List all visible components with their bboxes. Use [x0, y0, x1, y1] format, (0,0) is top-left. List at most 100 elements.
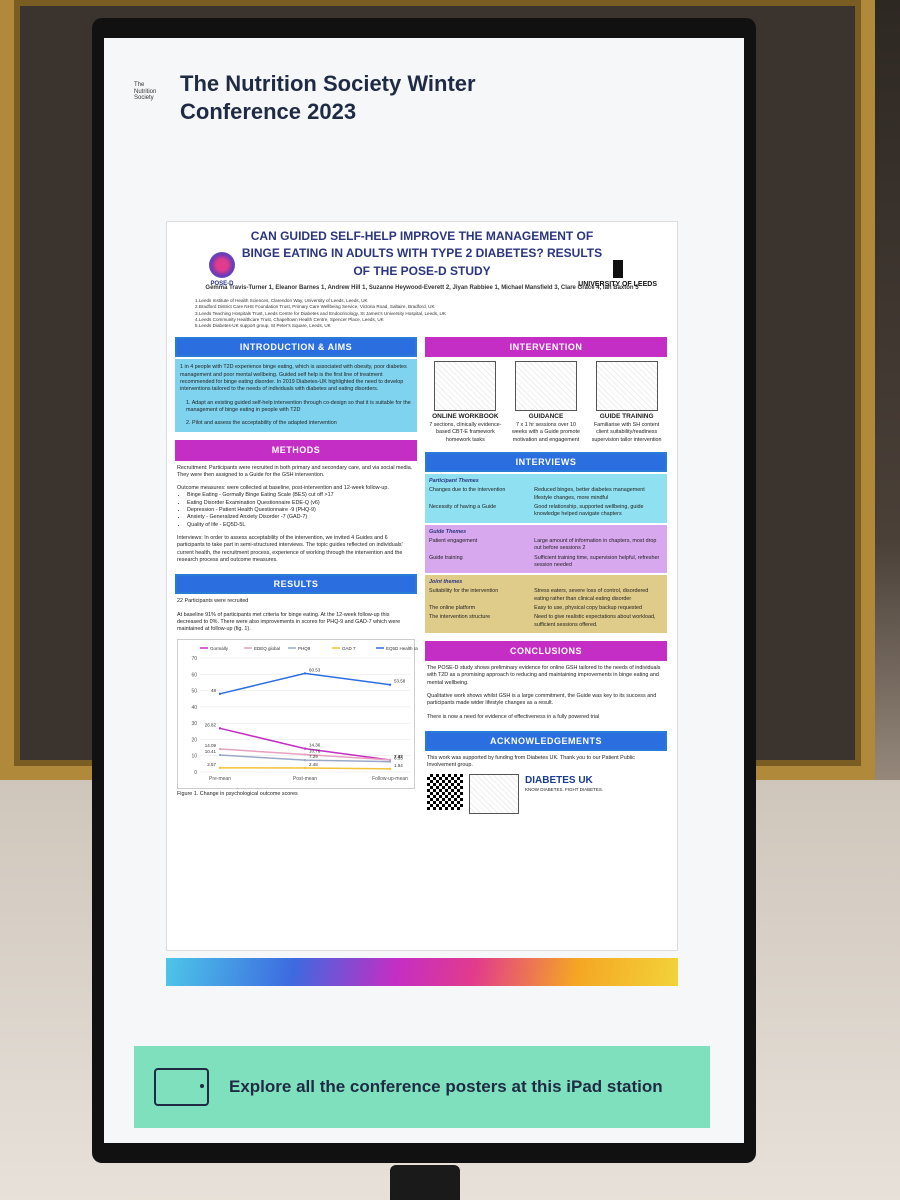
x-tick-label: Follow-up-mean — [372, 776, 408, 782]
y-tick-label: 60 — [191, 673, 197, 679]
conclusions-p1: The POSE-D study shows preliminary evide… — [427, 665, 661, 686]
display-screen: The Nutrition Society The Nutrition Soci… — [104, 38, 744, 1143]
guide-themes: Guide Themes Patient engagement Large am… — [425, 524, 667, 574]
results-p1: 22 Participants were recruited — [177, 598, 249, 605]
y-tick-label: 50 — [191, 689, 197, 695]
list-item: Binge Eating - Gormally Binge Eating Sca… — [187, 492, 415, 499]
y-tick-label: 0 — [194, 770, 197, 776]
poster[interactable]: POSE-D UNIVERSITY OF LEEDS CAN GUIDED SE… — [166, 221, 678, 951]
affiliation: 4.Leeds Community Healthcare Trust, Chap… — [195, 316, 384, 322]
aim-1: 1. Adapt an existing guided self-help in… — [186, 399, 411, 413]
data-point — [303, 759, 307, 762]
data-point — [303, 753, 307, 757]
data-point — [303, 672, 307, 676]
data-point — [388, 759, 392, 762]
conclusions-box: The POSE-D study shows preliminary evide… — [425, 661, 667, 725]
theme-value: Large amount of information in chapters,… — [534, 537, 657, 552]
theme-key: The online platform — [429, 605, 476, 611]
data-label: 10.76 — [309, 749, 321, 754]
y-tick-label: 10 — [191, 754, 197, 760]
outcomes-list: Binge Eating - Gormally Binge Eating Sca… — [177, 492, 415, 528]
diabetes-uk-logo: DIABETES UK KNOW DIABETES. FIGHT DIABETE… — [525, 774, 603, 814]
leeds-label: UNIVERSITY OF LEEDS — [578, 281, 657, 288]
data-label: 14.36 — [309, 743, 321, 748]
legend-label: PHQ9 — [298, 646, 311, 651]
poster-authors: Gemma Travis-Turner 1, Eleanor Barnes 1,… — [205, 285, 639, 292]
intervention-desc: 7 sections, clinically evidence-based CB… — [429, 422, 502, 443]
theme-key: Patient engagement — [429, 537, 478, 544]
intervention-desc: 7 x 1 hr sessions over 10 weeks with a G… — [511, 422, 580, 443]
data-label: 7.37 — [394, 754, 403, 759]
intro-body: 1 in 4 people with T2D experience binge … — [180, 364, 407, 393]
data-label: 2.48 — [309, 762, 318, 767]
acknowledgements-box: This work was supported by funding from … — [425, 751, 667, 818]
theme-key: Changes due to the intervention — [429, 487, 506, 494]
ipad-station-banner[interactable]: Explore all the conference posters at th… — [134, 1046, 710, 1128]
methods-box: Recruitment: Participants were recruited… — [175, 461, 417, 569]
legend-label: EDEQ global — [254, 646, 280, 651]
intervention-heading: INTERVENTION — [425, 337, 667, 358]
theme-value: Need to give realistic expectations abou… — [534, 614, 656, 628]
pose-d-icon — [209, 252, 235, 278]
intro-box: 1 in 4 people with T2D experience binge … — [175, 359, 417, 433]
x-tick-label: Pre-mean — [209, 776, 231, 782]
intervention-label: GUIDANCE — [528, 413, 564, 421]
data-label: 2.57 — [207, 762, 216, 767]
methods-recruitment: Recruitment: Participants were recruited… — [177, 464, 413, 478]
results-box: 22 Participants were recruited At baseli… — [175, 594, 426, 802]
x-tick-label: Post-mean — [293, 776, 317, 782]
conference-title: The Nutrition Society Winter Conference … — [180, 71, 476, 124]
theme-title: Joint themes — [429, 579, 463, 586]
list-item: Anxiety - Generalized Anxiety Disorder -… — [187, 514, 415, 521]
data-point — [388, 683, 392, 687]
results-heading: RESULTS — [175, 574, 417, 595]
data-point — [218, 693, 222, 696]
data-point — [218, 727, 222, 730]
training-sketch-icon — [595, 361, 658, 412]
acknowledgements-body: This work was supported by funding from … — [427, 754, 635, 769]
leeds-tower-icon — [612, 260, 623, 278]
y-tick-label: 30 — [191, 722, 197, 728]
data-label: 7.42 — [394, 754, 403, 759]
outcome-chart: 0 10 20 30 40 50 60 70 Pre-mean Post-mean Follow-u… — [177, 639, 426, 790]
phone-sketch-icon — [469, 773, 519, 814]
list-item: Quality of life - EQ5D-5L — [187, 522, 415, 529]
participant-themes: Participant Themes Changes due to the in… — [425, 474, 667, 523]
intervention-items: ONLINE WORKBOOK 7 sections, clinically e… — [425, 361, 667, 444]
conclusions-heading: CONCLUSIONS — [425, 640, 667, 662]
data-point — [388, 760, 392, 764]
chart-caption: Figure 1. Change in psychological outcom… — [177, 791, 298, 798]
theme-key: Guide training — [429, 554, 463, 561]
theme-key: The intervention structure — [429, 614, 491, 621]
data-point — [303, 767, 307, 770]
conclusions-p2: Qualitative work shows whilst GSH is a l… — [427, 692, 657, 707]
funder-name: DIABETES UK — [525, 774, 593, 786]
list-item: Depression - Patient Health Questionnair… — [187, 507, 415, 514]
nutrition-society-logo: The Nutrition Society — [134, 82, 157, 102]
theme-key: Suitability for the intervention — [429, 588, 499, 595]
theme-value: Sufficient training time, supervision he… — [534, 554, 660, 568]
results-p2: At baseline 91% of participants met crit… — [177, 611, 401, 633]
data-label: 10.41 — [205, 749, 217, 754]
leeds-logo: UNIVERSITY OF LEEDS — [578, 260, 657, 289]
poster-affiliations: 1.Leeds Institute of Health Sciences, Cl… — [175, 298, 669, 329]
methods-outcomes-intro: Outcome measures: were collected at base… — [177, 485, 389, 492]
theme-value: Stress eaters, severe loss of control, d… — [534, 588, 649, 602]
ipad-icon — [154, 1068, 209, 1106]
data-point — [388, 768, 392, 771]
legend-label: GAD 7 — [342, 646, 356, 651]
intervention-desc: Familiarise with SH content client suita… — [591, 422, 662, 443]
screen-header: The Nutrition Society The Nutrition Soci… — [134, 70, 500, 125]
theme-title: Guide Themes — [429, 528, 467, 535]
list-item: Eating Disorder Examination Questionnair… — [187, 500, 415, 507]
outcome-chart-svg: 0 10 20 30 40 50 60 70 Pre-mean Post-mean Follow-u… — [191, 646, 425, 782]
qr-code-icon[interactable] — [427, 773, 463, 810]
theme-value: Reduced binges, better diabetes manageme… — [534, 487, 645, 501]
intro-heading: INTRODUCTION & AIMS — [175, 337, 417, 358]
left-column: INTRODUCTION & AIMS 1 in 4 people with T… — [175, 337, 426, 817]
interviews-heading: INTERVIEWS — [425, 452, 667, 473]
poster-title: CAN GUIDED SELF-HELP IMPROVE THE MANAGEM… — [241, 229, 603, 278]
methods-interviews: Interviews: In order to assess acceptabi… — [177, 534, 403, 563]
data-point — [218, 748, 222, 751]
legend-label: EQ5D Health rating — [386, 646, 418, 651]
